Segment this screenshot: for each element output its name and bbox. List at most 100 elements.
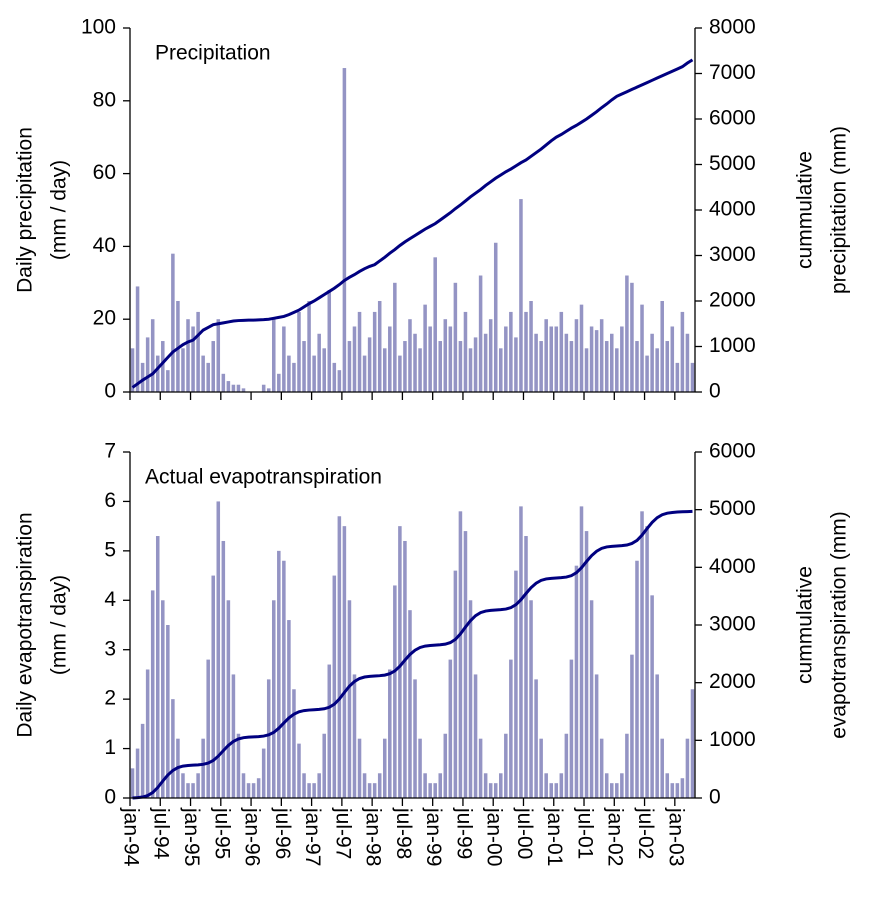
bar	[615, 348, 619, 392]
bar	[433, 783, 437, 798]
bar	[337, 516, 342, 798]
bar	[322, 348, 326, 392]
bar	[488, 319, 493, 392]
bar	[277, 373, 281, 392]
bar	[524, 536, 528, 798]
bar	[443, 319, 448, 392]
y-tick-label: 100	[81, 16, 116, 39]
bar	[640, 304, 644, 392]
bar	[529, 600, 533, 798]
bar	[443, 733, 448, 798]
y-axis-label: Daily precipitation	[14, 127, 37, 293]
bar	[680, 311, 685, 392]
bar	[282, 326, 286, 392]
bar	[478, 275, 483, 392]
bar	[302, 341, 306, 392]
bar	[635, 560, 639, 798]
bar	[579, 506, 584, 798]
y-tick-label: 60	[93, 161, 116, 184]
bar	[594, 674, 599, 798]
bar	[398, 526, 402, 798]
x-tick-label: jul-96	[271, 807, 294, 859]
bar	[463, 531, 468, 798]
x-tick-label: jan-98	[362, 807, 385, 866]
bar	[534, 333, 538, 392]
y-axis-label: (mm / day)	[48, 160, 71, 260]
bar	[140, 723, 145, 798]
bar	[428, 326, 432, 392]
bar	[539, 341, 543, 392]
bar	[463, 311, 468, 392]
y-tick-label: 5	[104, 538, 116, 561]
bar	[362, 773, 367, 798]
bar	[559, 773, 564, 798]
y2-tick-label: 7000	[709, 61, 756, 84]
bar	[241, 388, 246, 392]
bar	[529, 301, 533, 392]
bar	[206, 362, 210, 392]
bar	[186, 783, 190, 798]
bar	[685, 738, 690, 798]
bar	[574, 319, 579, 392]
bar	[287, 620, 291, 798]
y2-tick-label: 0	[709, 380, 721, 403]
y-axis-label: Daily evapotranspiration	[14, 512, 37, 737]
bar	[317, 773, 321, 798]
bar	[428, 783, 432, 798]
x-tick-label: jul-98	[392, 807, 415, 859]
bar	[519, 199, 523, 392]
bar	[327, 664, 332, 798]
bar	[292, 689, 296, 798]
bar	[594, 330, 599, 392]
bar	[403, 540, 407, 798]
bar	[272, 319, 276, 392]
bar	[362, 355, 367, 392]
bar	[519, 506, 523, 798]
bar	[191, 783, 195, 798]
bar	[599, 738, 604, 798]
bar	[231, 384, 236, 392]
bar	[196, 773, 200, 798]
bar	[171, 253, 175, 392]
bar	[458, 511, 463, 798]
bar	[569, 341, 574, 392]
bar	[554, 783, 559, 798]
bar	[382, 738, 387, 798]
bar	[393, 585, 397, 798]
y-tick-label: 0	[104, 786, 116, 809]
panel-title: Actual evapotranspiration	[145, 466, 382, 489]
y2-tick-label: 1000	[709, 334, 756, 357]
bar	[630, 654, 634, 798]
bar	[166, 625, 170, 798]
bar	[615, 783, 619, 798]
bar	[660, 301, 664, 392]
bar	[256, 778, 261, 798]
bar	[337, 370, 342, 392]
bar	[312, 783, 316, 798]
y2-tick-label: 2000	[709, 289, 756, 312]
x-tick-label: jul-94	[150, 807, 173, 860]
bar	[221, 540, 226, 798]
bar	[544, 773, 548, 798]
bar	[625, 733, 629, 798]
x-tick-label: jul-02	[634, 807, 657, 859]
bar	[236, 384, 241, 392]
bar	[377, 301, 382, 392]
bar	[680, 778, 685, 798]
bar	[196, 311, 200, 392]
bar	[433, 257, 437, 392]
bar	[478, 738, 483, 798]
bar	[377, 773, 382, 798]
bar	[483, 333, 488, 392]
bar	[161, 341, 165, 392]
y-tick-label: 20	[93, 307, 116, 330]
bar	[201, 738, 205, 798]
bar	[539, 738, 543, 798]
y2-tick-label: 6000	[709, 107, 756, 130]
bar	[307, 783, 311, 798]
bar	[206, 659, 210, 798]
bar	[564, 733, 569, 798]
bar	[685, 333, 690, 392]
y2-tick-label: 1000	[709, 728, 756, 751]
bar	[544, 319, 548, 392]
